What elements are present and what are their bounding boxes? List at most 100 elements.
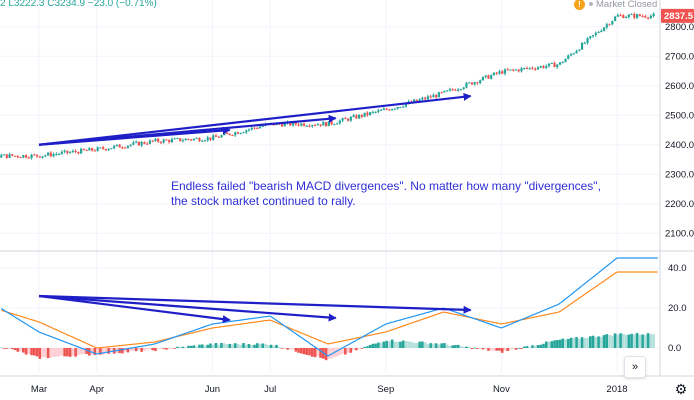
ohlc-values: 2 L3222.3 C3234.9 −23.0 (−0.71%) [0, 0, 157, 9]
histogram-bar [613, 333, 617, 348]
histogram-bar [352, 348, 355, 350]
histogram-bar [393, 341, 397, 348]
histogram-bar [209, 343, 212, 348]
histogram-bar [608, 334, 611, 348]
candle-body [35, 154, 39, 157]
candle-body [38, 156, 41, 158]
candle-body [503, 69, 507, 74]
candle-body [0, 155, 3, 158]
candle-body [181, 140, 185, 142]
candle-body [366, 112, 369, 116]
histogram-bar [649, 334, 653, 348]
histogram-bar [305, 348, 309, 355]
candle-body [258, 126, 262, 129]
status-dot-icon [589, 2, 593, 7]
candle-body [404, 103, 407, 107]
candle-body [126, 145, 130, 148]
candle-body [91, 148, 94, 151]
histogram-bar [481, 348, 485, 350]
candle-body [217, 136, 220, 138]
candle-body [382, 108, 385, 110]
histogram-bar [580, 337, 584, 348]
scroll-to-realtime-button[interactable]: » [624, 356, 646, 378]
histogram-bar [385, 340, 388, 348]
candle-body [525, 67, 529, 69]
candle-body [344, 118, 347, 120]
histogram-bar [495, 348, 499, 351]
candle-body [484, 75, 487, 77]
candle-body [380, 109, 383, 111]
candle-body [104, 148, 107, 151]
histogram-bar [377, 342, 380, 348]
gear-icon[interactable]: ⚙ [674, 382, 688, 396]
histogram-bar [520, 348, 523, 349]
candle-body [556, 64, 559, 68]
candle-body [201, 140, 204, 142]
candle-body [2, 154, 6, 156]
candle-body [195, 138, 198, 140]
histogram-bar [300, 348, 303, 354]
candle-body [85, 150, 88, 152]
candle-body [93, 150, 96, 152]
price-tick-label: 2800.0 [665, 22, 694, 33]
histogram-bar [363, 346, 366, 348]
candle-body [572, 53, 575, 55]
candle-body [289, 121, 292, 126]
candle-body [613, 16, 617, 21]
candle-body [591, 35, 595, 37]
candle-body [402, 106, 405, 108]
histogram-bar [79, 348, 83, 355]
candle-body [220, 135, 223, 138]
histogram-bar [253, 344, 256, 348]
candle-body [46, 152, 50, 156]
candle-body [110, 148, 113, 150]
candle-body [539, 66, 542, 68]
histogram-bar [52, 348, 55, 357]
candle-body [107, 148, 110, 151]
candle-body [501, 71, 504, 74]
candle-body [440, 92, 443, 94]
candle-body [305, 125, 308, 127]
market-status[interactable]: ! Market Closed [574, 0, 657, 10]
histogram-bar [137, 348, 141, 350]
annotation-line-2: the stock market continued to rally. [171, 194, 356, 208]
histogram-bar [437, 344, 441, 348]
histogram-bar [594, 337, 598, 348]
candle-body [184, 138, 187, 141]
price-divergence-arrow [38, 114, 337, 146]
candle-body [140, 142, 143, 146]
candle-body [165, 139, 168, 141]
histogram-bar [366, 346, 369, 348]
histogram-bar [236, 343, 240, 348]
candle-body [113, 145, 116, 149]
candle-body [173, 138, 176, 140]
price-divergence-arrow [38, 92, 472, 146]
histogram-bar [0, 347, 3, 349]
histogram-bar [426, 344, 430, 348]
time-tick-label: 2018 [606, 384, 627, 395]
candle-body [212, 135, 215, 140]
time-tick-label: Nov [493, 384, 510, 395]
candle-body [324, 122, 328, 127]
histogram-bar [192, 345, 196, 348]
candle-body [30, 154, 33, 159]
histogram-bar [203, 345, 207, 348]
candle-body [635, 14, 639, 18]
histogram-bar [635, 333, 639, 348]
candle-body [396, 107, 399, 109]
histogram-bar [561, 338, 565, 348]
histogram-bar [517, 347, 521, 349]
histogram-bar [412, 342, 416, 348]
candle-body [393, 108, 396, 110]
candle-body [346, 118, 350, 121]
histogram-bar [558, 339, 562, 348]
histogram-bar [217, 344, 221, 348]
histogram-bar [572, 337, 576, 348]
histogram-bar [597, 336, 600, 348]
histogram-bar [575, 337, 578, 348]
candle-body [448, 89, 452, 91]
histogram-bar [104, 348, 108, 353]
histogram-bar [646, 333, 650, 348]
candle-body [66, 150, 69, 153]
